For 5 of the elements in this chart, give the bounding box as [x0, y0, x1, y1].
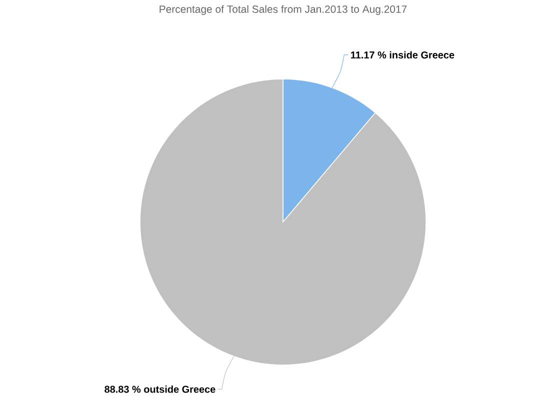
- slice-label: outside Greece: [144, 385, 216, 393]
- data-label: 11.17 %: [351, 51, 386, 58]
- chart-title: Percentage of Total Sales from Jan.2013 to Aug.2017: [160, 5, 407, 15]
- slice-label: inside Greece: [390, 51, 454, 58]
- data-label: 88.83 %: [104, 386, 141, 393]
